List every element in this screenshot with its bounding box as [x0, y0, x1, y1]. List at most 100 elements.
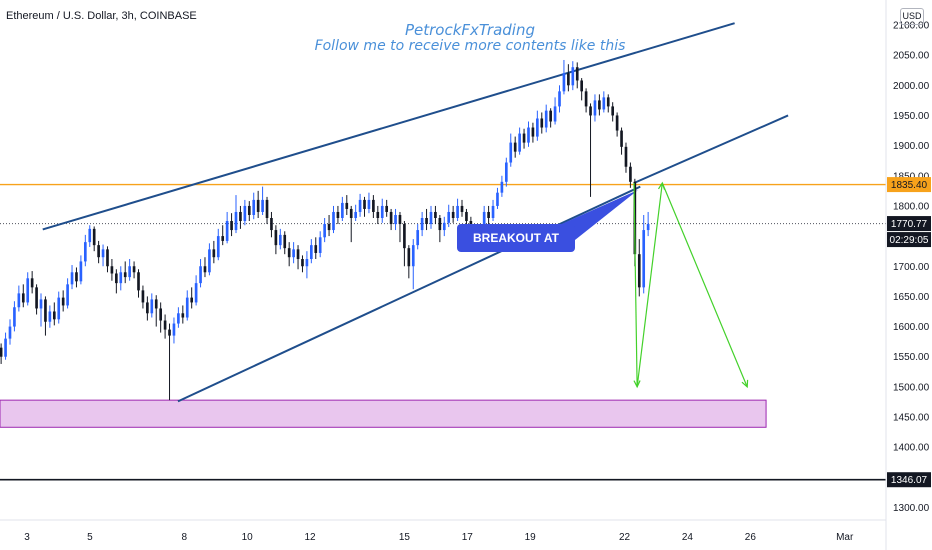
candle-body — [540, 118, 544, 128]
candle-body — [531, 127, 535, 137]
price-marker-box — [887, 177, 931, 193]
bar-countdown-label: 02:29:05 — [890, 235, 929, 246]
candle-body — [642, 230, 646, 288]
candle-body — [83, 242, 87, 262]
projection-arrowhead — [741, 379, 749, 389]
candle-body — [252, 199, 256, 215]
candle-body — [216, 236, 220, 258]
lower-channel-extension-trendline[interactable] — [633, 114, 789, 184]
watermark: PetrockFxTrading Follow me to receive mo… — [300, 22, 640, 54]
candle-body — [39, 299, 43, 309]
candle-body — [199, 266, 202, 284]
candle-body — [146, 302, 149, 314]
candle-body — [190, 297, 194, 303]
upper-channel-trendline[interactable] — [42, 22, 735, 231]
candle-body — [513, 142, 517, 152]
price-tick-label: 1950.00 — [893, 111, 930, 122]
candle-body — [212, 249, 216, 258]
price-marker-label: 1835.40 — [891, 180, 928, 191]
candle-body — [500, 181, 504, 193]
candle-body — [278, 234, 282, 246]
candle-body — [52, 311, 56, 320]
candle-body — [420, 218, 424, 231]
candle-body — [305, 259, 309, 267]
candle-body — [234, 211, 238, 231]
candle-body — [154, 299, 158, 309]
candle-body — [354, 211, 357, 218]
currency-badge[interactable]: USD — [900, 8, 924, 25]
candle-body — [553, 106, 557, 122]
candle-body — [323, 224, 326, 238]
projection-segment[interactable] — [636, 182, 663, 387]
candle-body — [367, 199, 371, 209]
lower-channel-trendline[interactable] — [177, 185, 641, 403]
projection-layer — [633, 181, 749, 389]
candle-body — [61, 297, 65, 306]
time-tick-label: Mar — [836, 532, 854, 543]
candle-body — [615, 115, 619, 131]
time-tick-label: 19 — [525, 532, 537, 543]
candle-body — [101, 249, 105, 258]
candle-body — [646, 224, 650, 231]
candle-body — [283, 234, 287, 249]
candle-body — [194, 283, 198, 303]
candle-body — [247, 205, 251, 215]
candle-body — [522, 133, 526, 143]
candle-body — [35, 287, 38, 309]
candle-body — [389, 211, 393, 225]
candle-body — [13, 307, 16, 327]
candle-body — [536, 118, 539, 137]
price-marker-box — [887, 472, 931, 488]
candle-body — [203, 266, 207, 273]
candle-body — [265, 199, 269, 218]
candle-body — [292, 249, 295, 258]
candle-body — [527, 127, 530, 143]
candle-body — [606, 97, 610, 107]
candle-body — [17, 293, 21, 308]
time-tick-label: 10 — [242, 532, 254, 543]
price-tick-label: 1300.00 — [893, 503, 930, 514]
candle-body — [349, 208, 353, 218]
price-tick-label: 1900.00 — [893, 141, 930, 152]
candle-body — [301, 259, 304, 267]
candle-body — [336, 211, 340, 218]
candle-body — [128, 266, 131, 278]
candle-body — [132, 266, 136, 273]
projection-segment[interactable] — [661, 182, 748, 388]
candle-body — [310, 245, 313, 260]
time-tick-label: 5 — [87, 532, 93, 543]
symbol-title: Ethereum / U.S. Dollar, 3h, COINBASE — [6, 10, 197, 22]
candle-body — [159, 308, 162, 321]
candle-body — [584, 91, 588, 107]
candle-body — [575, 67, 579, 81]
candle-body — [208, 249, 211, 273]
candle-body — [496, 192, 499, 206]
time-tick-label: 26 — [745, 532, 757, 543]
time-tick-label: 3 — [24, 532, 30, 543]
candle-body — [380, 205, 384, 218]
breakout-callout[interactable]: BREAKOUT AT $1830 — [457, 224, 575, 273]
candle-body — [181, 313, 185, 318]
candle-body — [447, 211, 451, 223]
candle-body — [21, 293, 25, 303]
candle-body — [88, 228, 92, 243]
candle-body — [629, 166, 632, 182]
horizontal-lines-layer — [0, 183, 886, 481]
candle-body — [137, 272, 140, 291]
candle-body — [221, 236, 225, 241]
candle-body — [593, 100, 597, 116]
candle-body — [403, 224, 406, 249]
projection-segment[interactable] — [633, 183, 638, 387]
time-tick-label: 17 — [462, 532, 474, 543]
candle-body — [296, 249, 300, 260]
candle-body — [225, 221, 229, 241]
candle-body — [456, 205, 459, 218]
candle-body — [518, 133, 521, 152]
price-tick-label: 1850.00 — [893, 171, 930, 182]
candle-body — [598, 100, 601, 110]
candle-body — [482, 211, 486, 231]
candle-body — [177, 313, 180, 324]
candle-body — [110, 266, 114, 274]
candle-body — [332, 211, 335, 231]
